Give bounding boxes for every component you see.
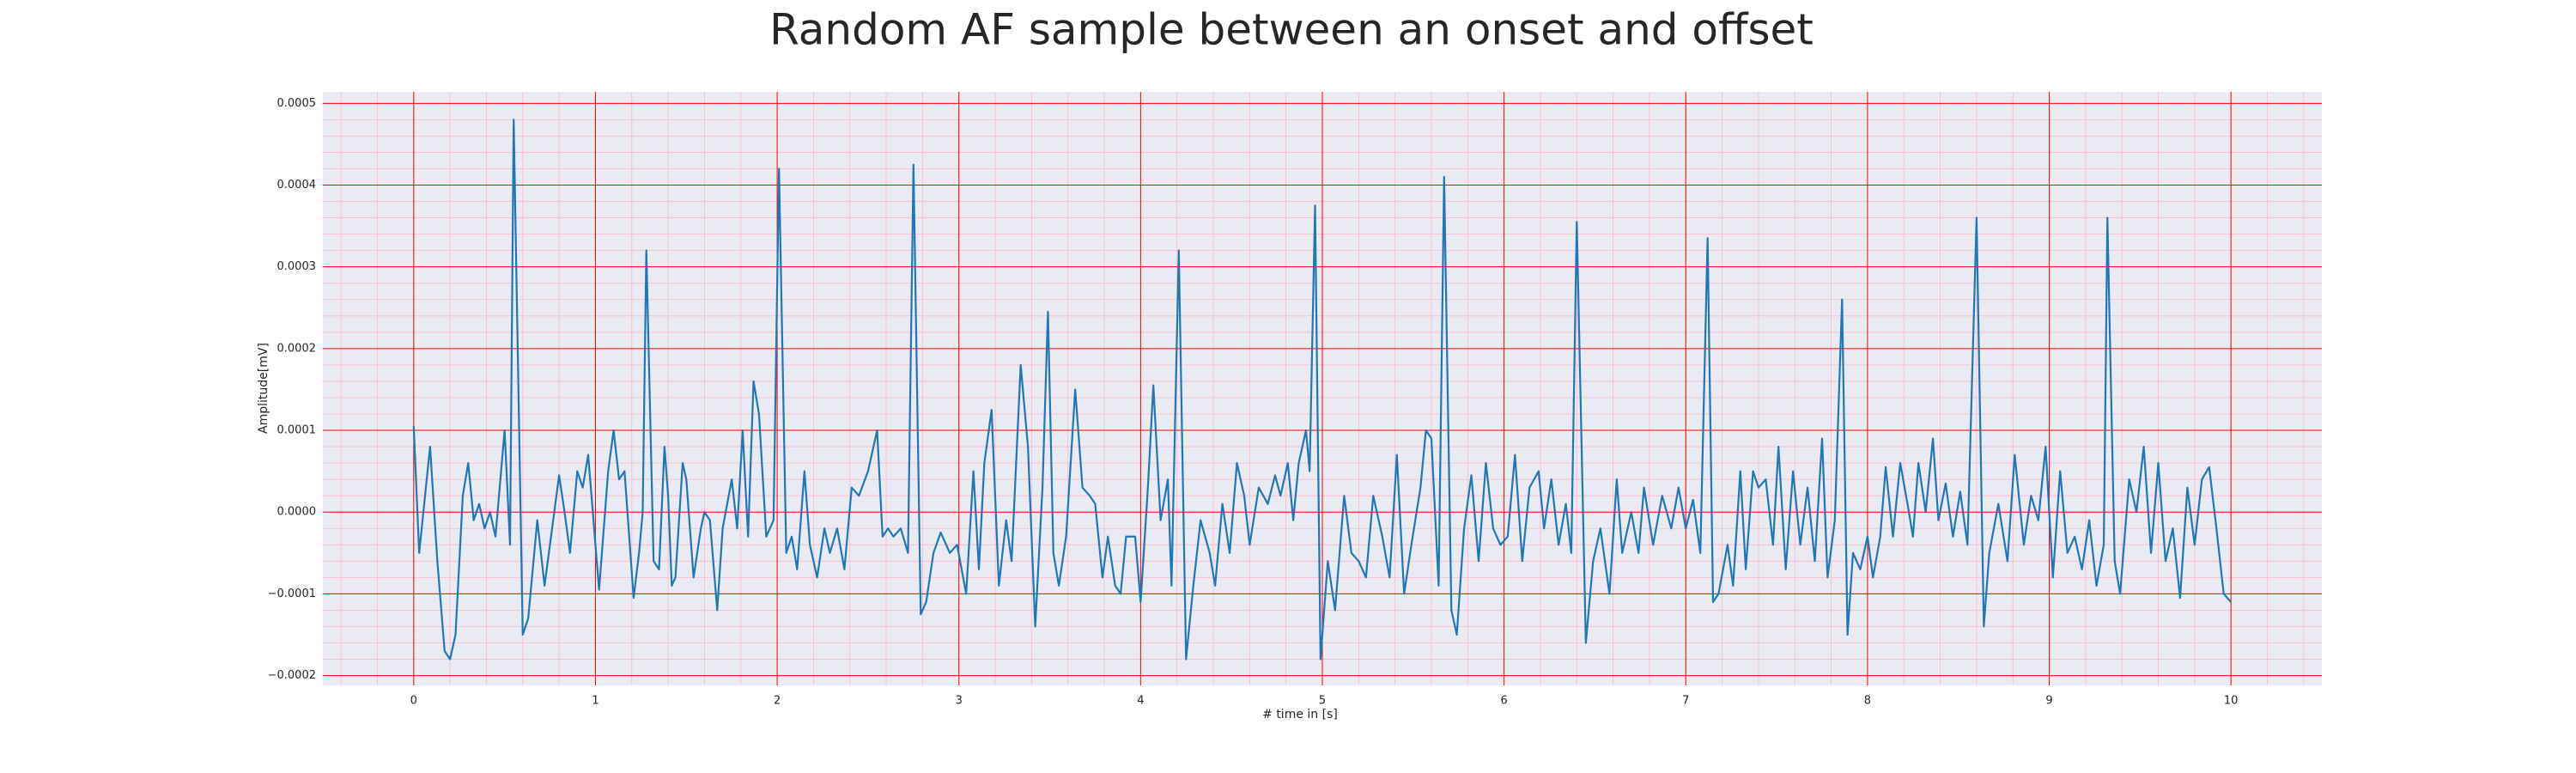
x-tick-label: 2: [774, 695, 781, 708]
y-tick-label: −0.0001: [268, 587, 316, 600]
y-tick-label: −0.0002: [268, 669, 316, 682]
y-tick-label: 0.0003: [277, 260, 317, 273]
x-tick-label: 7: [1682, 695, 1689, 708]
x-tick-label: 6: [1500, 695, 1507, 708]
y-tick-label: 0.0004: [277, 179, 317, 192]
x-axis-label: # time in [s]: [1262, 708, 1338, 721]
signal-line: [412, 119, 2233, 660]
x-tick-label: 8: [1864, 695, 1871, 708]
x-tick-label: 1: [592, 695, 598, 708]
x-tick-label: 0: [410, 695, 417, 708]
x-tick-label: 3: [956, 695, 963, 708]
y-tick-label: 0.0002: [277, 342, 317, 355]
y-tick-label: 0.0000: [277, 506, 317, 519]
x-tick-label: 4: [1137, 695, 1144, 708]
y-tick-label: 0.0001: [277, 424, 317, 437]
y-axis-label: Amplitude[mV]: [257, 343, 270, 434]
x-tick-label: 9: [2045, 695, 2052, 708]
y-tick-label: 0.0005: [277, 97, 317, 110]
x-tick-label: 5: [1319, 695, 1326, 708]
chart-title: Random AF sample between an onset and of…: [769, 5, 1814, 55]
x-tick-label: 10: [2224, 695, 2239, 708]
